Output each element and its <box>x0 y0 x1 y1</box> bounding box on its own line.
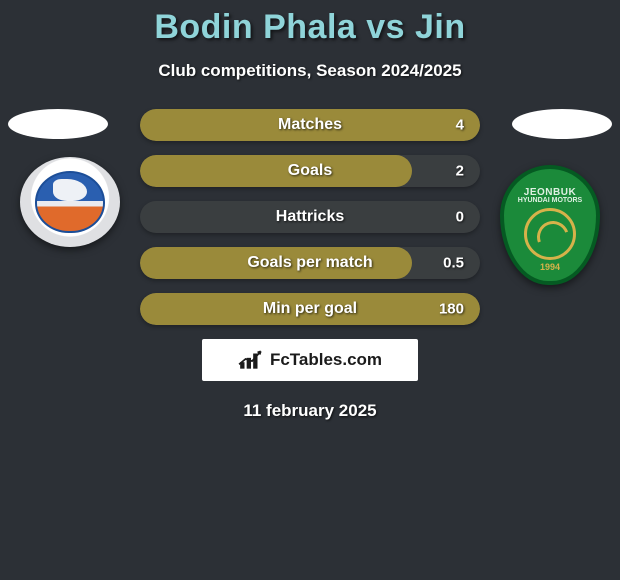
stat-row: Matches 4 <box>140 109 480 141</box>
branding-badge[interactable]: FcTables.com <box>202 339 418 381</box>
stat-value: 180 <box>439 301 464 318</box>
stat-row: Goals per match 0.5 <box>140 247 480 279</box>
bar-chart-icon <box>238 349 264 371</box>
stat-value: 2 <box>456 163 464 180</box>
stat-row: Min per goal 180 <box>140 293 480 325</box>
stat-label: Hattricks <box>276 208 344 226</box>
left-crest-inner <box>35 171 105 233</box>
stat-fill <box>140 155 412 187</box>
comparison-panel: JEONBUK HYUNDAI MOTORS 1994 Matches 4 Goal… <box>0 109 620 421</box>
stat-label: Matches <box>278 116 342 134</box>
left-club-crest <box>20 157 120 247</box>
subtitle: Club competitions, Season 2024/2025 <box>0 61 620 81</box>
stat-label: Goals per match <box>247 254 372 272</box>
page-title: Bodin Phala vs Jin <box>0 0 620 47</box>
stat-label: Goals <box>288 162 332 180</box>
branding-text: FcTables.com <box>270 350 382 370</box>
right-crest-sub-text: HYUNDAI MOTORS <box>518 197 582 204</box>
stat-row: Hattricks 0 <box>140 201 480 233</box>
stat-value: 0.5 <box>443 255 464 272</box>
stat-row: Goals 2 <box>140 155 480 187</box>
right-crest-swirl-icon <box>524 208 576 260</box>
stat-value: 4 <box>456 117 464 134</box>
left-badge-frame <box>8 109 108 139</box>
right-crest-year: 1994 <box>540 262 560 272</box>
date-text: 11 february 2025 <box>0 401 620 421</box>
stat-value: 0 <box>456 209 464 226</box>
right-badge-frame <box>512 109 612 139</box>
stat-label: Min per goal <box>263 300 357 318</box>
stats-list: Matches 4 Goals 2 Hattricks 0 Goals per match 0… <box>140 109 480 325</box>
right-club-crest: JEONBUK HYUNDAI MOTORS 1994 <box>500 165 600 285</box>
